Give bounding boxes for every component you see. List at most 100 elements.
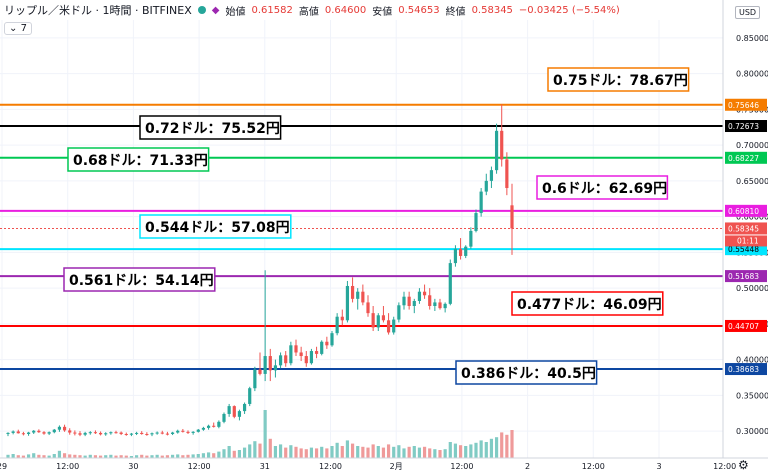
level-annotation-box[interactable] [139,214,292,239]
volume-bar [73,454,77,458]
price-badge [725,151,767,164]
candle-body [345,285,350,321]
volume-bar [109,454,113,458]
volume-bar [299,448,303,458]
volume-bar [21,455,26,458]
time-tick-label: 30 [128,462,138,471]
low-label: 安値 [372,6,393,18]
candle-body [299,352,303,357]
volume-bar [381,447,386,458]
candle-body [309,351,314,364]
volume-bar [242,447,247,458]
candle-body [304,356,308,364]
candle-body [469,230,473,247]
candle-body [428,295,432,306]
volume-bar [6,454,10,458]
volume-bar [11,454,15,458]
candle-body [42,432,46,434]
price-badge-text: 0.68227 [728,154,759,163]
level-annotation-box[interactable] [139,115,282,140]
open-value: 0.61582 [251,4,293,16]
volume-bar [320,446,324,458]
volume-bar [371,444,375,458]
time-tick-label: 3 [656,462,661,471]
candle-body [93,432,98,434]
volume-bar [57,450,62,458]
level-annotation-box[interactable] [536,175,669,200]
candle-body [62,426,67,431]
candle-body [479,191,483,214]
candle-body [32,430,36,433]
candle-body [124,433,128,435]
candle-body [196,429,200,432]
level-annotation-box[interactable] [67,147,210,172]
candle-body [170,432,175,434]
candle-body [505,159,509,189]
level-annotation-text: 0.477ドル：46.09円 [517,297,662,313]
level-annotation-box[interactable] [455,360,598,385]
candle-body [340,316,344,321]
volume-bar [350,443,355,458]
price-badge [725,120,767,133]
time-tick-label: 12:00 [582,462,605,471]
volume-bar [268,438,272,458]
volume-bar [104,455,108,458]
volume-bar [278,444,283,458]
candle-body [397,305,401,320]
candle-body [366,302,370,314]
currency-badge[interactable]: USD [735,6,761,19]
level-annotation-box[interactable] [63,267,216,292]
volume-bar [464,446,468,458]
volume-bar [314,448,319,458]
candle-body [129,433,134,435]
candle-body [417,291,422,301]
volume-bar [140,454,144,458]
candle-body [263,356,267,374]
candle-body [330,333,334,346]
volume-bar [335,442,339,458]
volume-bar [330,446,334,458]
candle-body [361,291,365,303]
candle-body [392,319,396,333]
volume-bar [284,447,288,458]
level-annotation-text: 0.75ドル：78.67円 [553,73,688,89]
time-tick-label: 12:00 [319,462,342,471]
volume-bar [453,443,458,458]
candle-body [278,355,283,366]
candle-body [489,170,494,181]
volume-bar [52,454,56,458]
volume-bar [155,454,159,458]
price-tick-label: 0.85000 [736,34,768,43]
volume-bar [304,449,308,458]
candle-body [320,341,324,354]
symbol-title[interactable]: リップル／米ドル · 1時間 · BITFINEX [4,4,192,17]
volume-bar [206,452,211,458]
volume-bar [489,438,494,458]
price-tick-label: 0.80000 [736,70,768,79]
candle-body [268,356,272,371]
horizontal-levels[interactable] [0,103,723,371]
price-badge-text: 0.75646 [728,101,759,110]
candle-body [258,369,262,374]
volume-bar [212,453,216,458]
time-axis[interactable]: 29 12:00 30 12:00 31 12:00 2月 12:00 2 12:00 3 12:00… [0,462,768,471]
time-tick-label: 29 [0,462,7,471]
volume-bar [129,456,134,458]
candle-body [402,296,406,306]
volume-bar [484,442,488,458]
volume-bar [448,442,452,458]
gear-icon[interactable]: ⚙ [738,458,749,472]
candle-body [98,432,103,435]
volume-bar [345,440,350,458]
volume-bar [32,453,36,458]
volume-bar [438,450,442,458]
indicator-toggle[interactable]: ⌄ 7 [4,22,32,35]
volume-bar [294,446,298,458]
volume-bar [191,454,195,458]
level-annotation-box[interactable] [511,291,664,316]
level-annotation-text: 0.6ドル：62.69円 [542,181,667,197]
candle-body [453,248,458,264]
level-annotations[interactable]: 0.75ドル：78.67円 0.72ドル：75.52円 0.68ドル：71.33円 0… [63,67,690,385]
level-annotation-box[interactable] [547,67,690,92]
